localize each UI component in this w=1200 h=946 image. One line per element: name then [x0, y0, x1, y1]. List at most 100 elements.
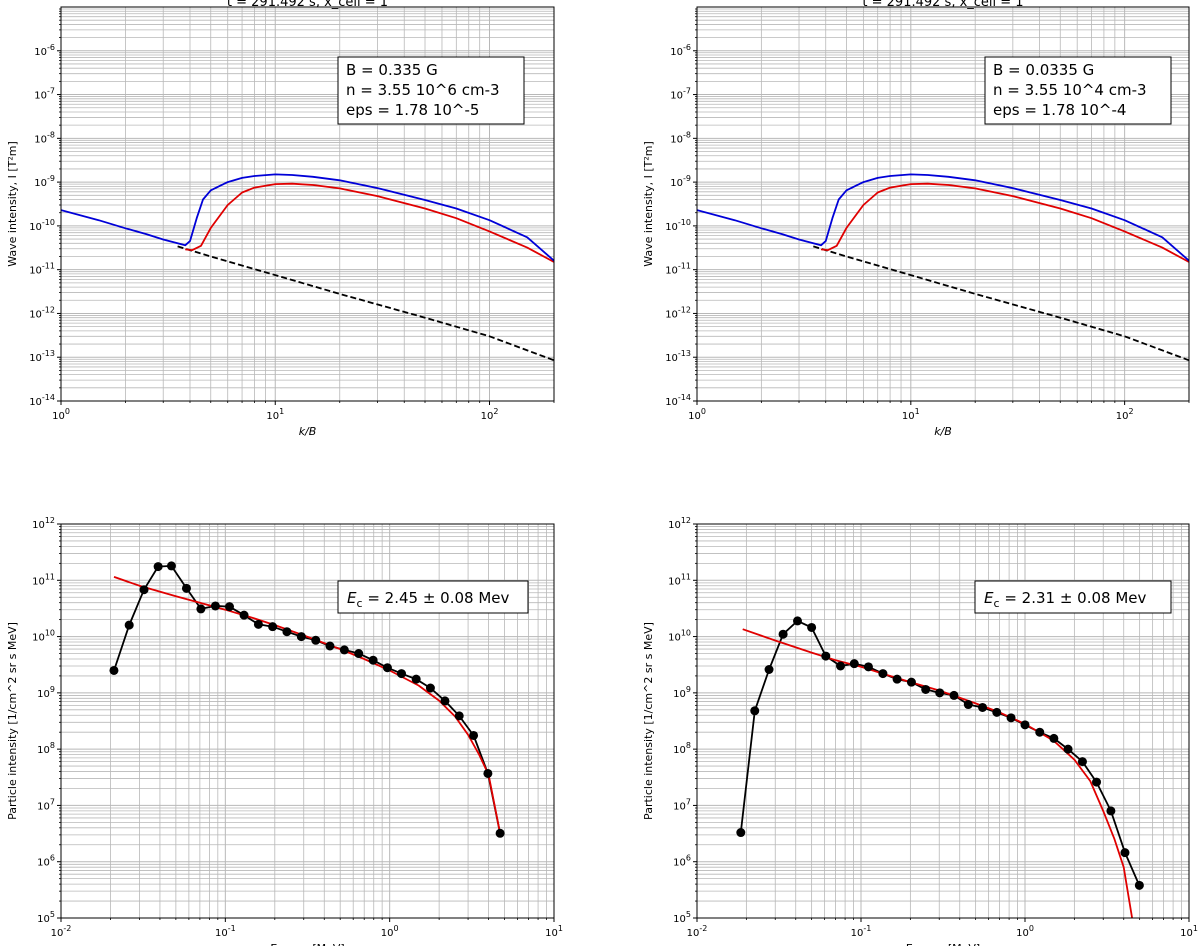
data-point [764, 665, 774, 675]
data-point [239, 610, 249, 620]
data-point [1077, 757, 1087, 767]
cutoff-energy-label: Ec = 2.31 ± 0.08 Mev [984, 589, 1146, 610]
x-tick-label: 10-1 [851, 924, 872, 939]
y-tick-label: 10-13 [29, 349, 55, 364]
data-point [978, 702, 988, 712]
data-point [124, 620, 134, 630]
ticks: 10-2 10-1 100 101 105 106 107 108 109 1010 1011 101… [32, 516, 563, 939]
annotation-line: B = 0.0335 G [993, 61, 1094, 79]
y-tick-label: 10-8 [34, 130, 55, 145]
annotation-frame [337, 56, 525, 125]
y-tick-label: 1010 [32, 629, 55, 644]
data-point [821, 651, 831, 661]
y-tick-label: 10-6 [34, 43, 55, 58]
annotation-line: B = 0.335 G [346, 61, 438, 79]
data-point [1106, 806, 1116, 816]
data-point [892, 674, 902, 684]
y-tick-label: 108 [673, 741, 691, 756]
data-connecting-line [739, 620, 1141, 886]
annotation-line: eps = 1.78 10^-5 [346, 101, 479, 119]
y-tick-label: 10-10 [665, 218, 691, 233]
x-tick-label: 102 [481, 407, 499, 422]
x-tick-label: 100 [52, 407, 70, 422]
y-tick-label: 10-6 [670, 43, 691, 58]
annotation-frame [337, 580, 529, 614]
data-point [807, 622, 817, 632]
annotation-frame [984, 56, 1172, 125]
data-point [181, 583, 191, 593]
y-axis-label: Wave intensity, I [T²m] [642, 141, 655, 267]
data-point [454, 711, 464, 721]
data-point [1049, 733, 1059, 743]
data-point [1020, 720, 1030, 730]
data-point [906, 677, 916, 687]
y-tick-label: 10-10 [29, 218, 55, 233]
data-point [425, 683, 435, 693]
axes-frame [60, 523, 555, 919]
data-point [849, 659, 859, 669]
y-tick-label: 10-11 [29, 262, 55, 277]
plot-area [109, 561, 505, 838]
data-point [949, 690, 959, 700]
blue-intensity-curve [697, 173, 1189, 262]
x-axis-label: Energy [MeV] [270, 942, 344, 946]
data-point [440, 696, 450, 706]
blue-intensity-curve [61, 173, 554, 262]
ticks: 10-2 10-1 100 101 105 106 107 108 109 1010 1011 101… [668, 516, 1198, 939]
x-tick-label: 100 [381, 924, 399, 939]
y-axis-label: Wave intensity, I [T²m] [6, 141, 19, 267]
cutoff-energy-label: Ec = 2.45 ± 0.08 Mev [347, 589, 509, 610]
data-point [282, 627, 292, 637]
x-tick-label: 10-2 [51, 924, 72, 939]
x-tick-label: 100 [688, 407, 706, 422]
data-point [935, 688, 945, 698]
annotation-frame [974, 580, 1172, 614]
chart-particle_right: 10-2 10-1 100 101 105 106 107 108 109 1010 1011 101… [642, 516, 1198, 946]
fit-line [742, 628, 1133, 918]
data-point [210, 601, 220, 611]
x-tick-label: 102 [1116, 407, 1134, 422]
chart-particle_left: 10-2 10-1 100 101 105 106 107 108 109 1010 1011 101… [6, 516, 563, 946]
red-intensity-curve [185, 182, 554, 263]
annotation-line: n = 3.55 10^6 cm-3 [346, 81, 500, 99]
x-axis-label: Energy [MeV] [906, 942, 980, 946]
data-point [311, 635, 321, 645]
annotation-box: Ec = 2.31 ± 0.08 Mev [974, 580, 1172, 614]
y-axis-label: Particle intensity [1/cm^2 sr s MeV] [642, 622, 655, 820]
annotation-line: eps = 1.78 10^-4 [993, 101, 1126, 119]
data-point [792, 616, 802, 626]
y-tick-label: 10-11 [665, 262, 691, 277]
data-point [1063, 744, 1073, 754]
data-point [836, 661, 846, 671]
red-intensity-curve [820, 182, 1189, 263]
plot-area [61, 173, 554, 362]
data-connecting-line [113, 565, 501, 834]
data-point [1134, 880, 1144, 890]
y-tick-label: 10-14 [665, 393, 691, 408]
y-tick-label: 1012 [668, 516, 691, 531]
y-tick-label: 10-7 [670, 87, 691, 102]
data-point [1035, 727, 1045, 737]
y-tick-label: 1011 [32, 572, 55, 587]
data-point [1092, 777, 1102, 787]
data-point [736, 828, 746, 838]
y-tick-label: 107 [37, 797, 55, 812]
data-point [396, 669, 406, 679]
data-point [339, 645, 349, 655]
data-point [368, 655, 378, 665]
grid [696, 7, 1190, 402]
y-tick-label: 10-9 [34, 174, 55, 189]
x-tick-label: 101 [902, 407, 920, 422]
y-axis-label: Particle intensity [1/cm^2 sr s MeV] [6, 622, 19, 820]
x-tick-label: 101 [266, 407, 284, 422]
data-point [963, 700, 973, 710]
y-tick-label: 10-12 [29, 305, 55, 320]
y-tick-label: 1012 [32, 516, 55, 531]
y-tick-label: 10-9 [670, 174, 691, 189]
data-point [921, 684, 931, 694]
data-point [109, 665, 119, 675]
axes-frame [696, 6, 1190, 402]
chart-title: t = 291.492 s, x_cell = 1 [862, 0, 1023, 10]
dashed-reference-line [813, 245, 1189, 362]
